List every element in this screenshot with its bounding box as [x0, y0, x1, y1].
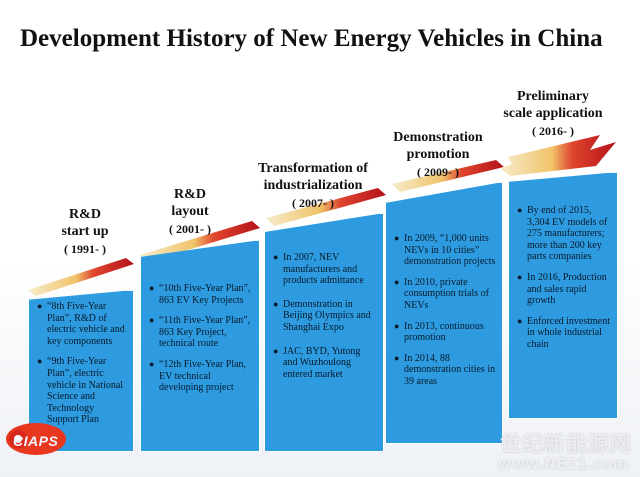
- page-title: Development History of New Energy Vehicl…: [20, 25, 603, 52]
- stage-3-header: Transformation of industrialization ( 20…: [248, 160, 378, 212]
- stage-2-bullet: “12th Five-Year Plan, EV technical devel…: [149, 359, 253, 394]
- arrow-segment-4: [392, 160, 504, 192]
- stage-1-header: R&D start up ( 1991- ): [40, 206, 130, 258]
- stage-2-bullet: “11th Five-Year Plan”, 863 Key Project, …: [149, 315, 253, 350]
- stage-1-bullet: “9th Five-Year Plan”, electric vehicle i…: [37, 356, 127, 426]
- stage-5-year: ( 2016- ): [532, 124, 574, 138]
- stage-4-bullet: In 2009, “1,000 units NEVs in 10 cities”…: [394, 233, 496, 268]
- stage-5-bullet: In 2016, Production and sales rapid grow…: [517, 272, 611, 307]
- stage-2-year: ( 2001- ): [169, 222, 211, 236]
- stage-2-header: R&D layout ( 2001- ): [145, 186, 235, 238]
- arrow-head: [500, 135, 616, 176]
- stage-3-year: ( 2007- ): [292, 196, 334, 210]
- stage-4-bullet: In 2010, private consumption trials of N…: [394, 277, 496, 312]
- watermark-cn: 世纪新能源网: [500, 432, 632, 456]
- stage-5-header: Preliminary scale application ( 2016- ): [490, 88, 616, 140]
- stage-4-box: In 2009, “1,000 units NEVs in 10 cities”…: [385, 182, 503, 444]
- stage-3-box: In 2007, NEV manufacturers and products …: [264, 213, 384, 452]
- stage-2-name: R&D layout: [171, 187, 209, 219]
- stage-5-bullet: Enforced investment in whole industrial …: [517, 316, 611, 351]
- stage-3-name: Transformation of industrialization: [258, 161, 368, 193]
- stage-4-header: Demonstration promotion ( 2009- ): [380, 129, 496, 181]
- stage-3-bullet: In 2007, NEV manufacturers and products …: [273, 252, 377, 287]
- stage-5-box: By end of 2015, 3,304 EV models of 275 m…: [508, 172, 618, 419]
- stage-4-name: Demonstration promotion: [393, 130, 483, 162]
- stage-5-name: Preliminary scale application: [503, 89, 603, 121]
- stage-4-bullet: In 2014, 88 demonstration cities in 39 a…: [394, 353, 496, 388]
- stage-3-bullet: Demonstration in Beijing Olympics and Sh…: [273, 299, 377, 334]
- ciaps-logo: [6, 423, 66, 455]
- stage-1-box: “8th Five-Year Plan”, R&D of electric ve…: [28, 290, 134, 452]
- arrow-segment-3: [266, 188, 386, 226]
- stage-4-bullet: In 2013, continuous promotion: [394, 321, 496, 344]
- stage-5-bullet: By end of 2015, 3,304 EV models of 275 m…: [517, 205, 611, 263]
- stage-1-bullet: “8th Five-Year Plan”, R&D of electric ve…: [37, 301, 127, 347]
- stage-2-box: “10th Five-Year Plan”, 863 EV Key Projec…: [140, 240, 260, 452]
- stage-3-bullet: JAC, BYD, Yutong and Wuzhoulong entered …: [273, 346, 377, 381]
- arrow-segment-1: [28, 258, 134, 296]
- stage-2-bullet: “10th Five-Year Plan”, 863 EV Key Projec…: [149, 283, 253, 306]
- stage-1-year: ( 1991- ): [64, 242, 106, 256]
- ciaps-logo-text: CIAPS: [13, 433, 59, 449]
- stage-1-name: R&D start up: [61, 207, 109, 239]
- arrow-segment-2: [140, 221, 260, 262]
- watermark-url: www.NE21.com: [497, 455, 628, 473]
- stage-4-year: ( 2009- ): [417, 165, 459, 179]
